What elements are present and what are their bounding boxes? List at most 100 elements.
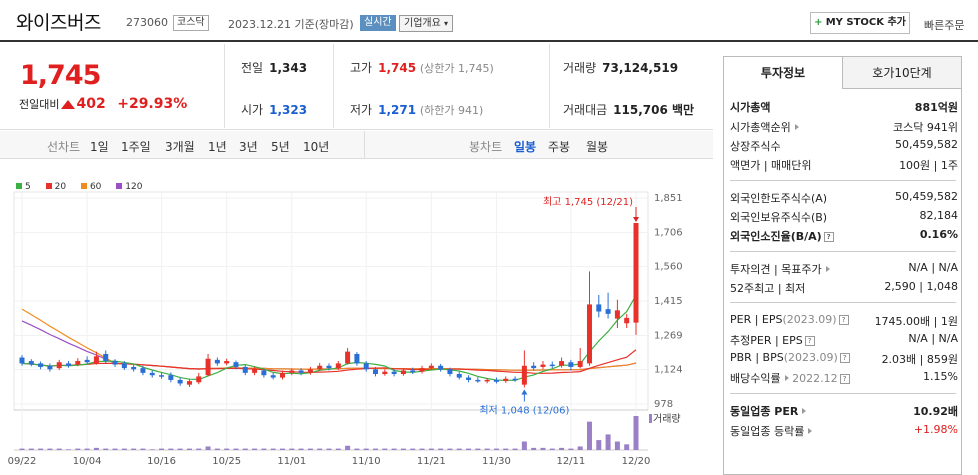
volume-bar bbox=[159, 448, 165, 450]
ma60-swatch bbox=[80, 183, 87, 189]
market-cap-rank-row[interactable]: 시가총액순위 코스닥 941위 bbox=[730, 121, 958, 134]
tab-daily[interactable]: 일봉 bbox=[514, 140, 537, 154]
volume-bar bbox=[559, 447, 565, 450]
candle-body bbox=[335, 363, 341, 369]
tab-hoga[interactable]: 호가10단계 bbox=[842, 57, 961, 89]
candle-body bbox=[410, 370, 416, 372]
candle-body bbox=[596, 304, 602, 312]
plus-icon: + bbox=[814, 17, 823, 28]
candle-body bbox=[447, 369, 453, 375]
candle-body bbox=[391, 371, 397, 375]
live-badge[interactable]: 실시간 bbox=[360, 15, 396, 31]
tab-weekly[interactable]: 주봉 bbox=[548, 140, 571, 154]
chevron-right-icon bbox=[784, 375, 789, 381]
candle-body bbox=[252, 369, 258, 373]
line-chart-title: 선차트 bbox=[47, 140, 81, 154]
candle-body bbox=[224, 361, 230, 364]
volume-bar bbox=[466, 448, 472, 450]
volume-bar bbox=[345, 445, 351, 450]
price-summary: 1,745 전일대비 402 +29.93% 전일 1,343 고가 1,745 (상… bbox=[0, 42, 713, 130]
day-low: 저가 1,271 (하한가 941) bbox=[350, 103, 484, 117]
volume-bar bbox=[205, 446, 211, 450]
trade-amount: 거래대금 115,706 백만 bbox=[563, 103, 695, 117]
help-icon[interactable]: ? bbox=[823, 232, 834, 242]
volume-bar bbox=[456, 448, 462, 450]
candle-body bbox=[512, 378, 518, 381]
tab-1w[interactable]: 1주일 bbox=[121, 140, 151, 154]
y-tick-label: 1,560 bbox=[654, 262, 683, 273]
tab-3m[interactable]: 3개월 bbox=[165, 140, 195, 154]
volume-bar bbox=[289, 448, 295, 450]
candle-body bbox=[112, 361, 118, 365]
tab-1y[interactable]: 1년 bbox=[208, 140, 227, 154]
help-icon[interactable]: ? bbox=[838, 315, 849, 325]
divider bbox=[730, 302, 956, 303]
candle-body bbox=[540, 364, 546, 367]
volume-bar bbox=[168, 448, 174, 450]
tab-3y[interactable]: 3년 bbox=[239, 140, 258, 154]
volume-bar bbox=[38, 448, 44, 450]
tab-5y[interactable]: 5년 bbox=[271, 140, 290, 154]
y-tick-label: 1,851 bbox=[654, 193, 683, 204]
foreign-ratio-row: 외국인소진율(B/A)? 0.16% bbox=[730, 228, 958, 243]
volume-bar bbox=[549, 448, 555, 450]
candle-body bbox=[298, 370, 304, 373]
candle-body bbox=[363, 363, 369, 370]
x-tick-label: 12/11 bbox=[556, 456, 585, 467]
candle-body bbox=[270, 375, 276, 378]
sector-per-row: 동일업종 PER 10.92배 bbox=[730, 405, 958, 418]
quick-order-link[interactable]: 빠른주문 bbox=[924, 19, 965, 32]
opinion-row: 투자의견 | 목표주가 N/A | N/A bbox=[730, 261, 958, 276]
candle-body bbox=[93, 356, 99, 364]
candle-body bbox=[205, 358, 211, 376]
volume-bar bbox=[224, 448, 230, 450]
ma20-swatch bbox=[45, 183, 52, 189]
candle-body bbox=[605, 309, 611, 314]
volume-bar bbox=[596, 440, 602, 450]
candle-body bbox=[131, 366, 137, 370]
volume-bar bbox=[121, 448, 127, 450]
volume-bar bbox=[28, 448, 34, 450]
volume-bar bbox=[438, 448, 444, 450]
volume-bar bbox=[93, 447, 99, 450]
volume-bar bbox=[131, 448, 137, 450]
volume-bar bbox=[84, 448, 90, 450]
help-icon[interactable]: ? bbox=[839, 353, 850, 363]
volume-bar bbox=[512, 448, 518, 450]
foreign-hold-row: 외국인보유주식수(B) 82,184 bbox=[730, 209, 958, 224]
x-tick-label: 10/04 bbox=[73, 456, 102, 467]
volume-bar bbox=[391, 448, 397, 450]
candle-body bbox=[28, 361, 34, 365]
candle-body bbox=[586, 304, 592, 364]
candle-body bbox=[400, 370, 406, 375]
help-icon[interactable]: ? bbox=[804, 336, 815, 346]
candle-body bbox=[196, 376, 202, 383]
candle-body bbox=[261, 370, 267, 376]
volume-bar bbox=[335, 448, 341, 450]
day-high: 고가 1,745 (상한가 1,745) bbox=[350, 61, 494, 75]
company-overview-dropdown[interactable]: 기업개요 ▾ bbox=[399, 15, 454, 32]
tab-monthly[interactable]: 월봉 bbox=[586, 140, 609, 154]
tab-1d[interactable]: 1일 bbox=[90, 140, 109, 154]
volume-bar bbox=[270, 448, 276, 450]
x-tick-label: 10/25 bbox=[212, 456, 241, 467]
my-stock-add-button[interactable]: + MY STOCK 추가 bbox=[810, 12, 910, 34]
candle-body bbox=[531, 365, 537, 369]
candle-body bbox=[354, 353, 360, 364]
help-icon[interactable]: ? bbox=[839, 374, 850, 384]
chart-tabs: 선차트 1일 1주일 3개월 1년 3년 5년 10년 봉차트 일봉 주봉 월봉 bbox=[0, 131, 713, 159]
candle-body bbox=[214, 359, 220, 364]
candle-body bbox=[317, 365, 323, 370]
change-label: 전일대비 bbox=[19, 98, 60, 111]
chevron-right-icon bbox=[808, 428, 813, 434]
volume-bar bbox=[47, 448, 53, 450]
tab-10y[interactable]: 10년 bbox=[303, 140, 330, 154]
candlestick-chart[interactable]: 1,851 1,706 1,560 1,415 1,269 1,124 978 09/22 10… bbox=[0, 160, 713, 475]
candle-body bbox=[475, 379, 481, 382]
foreign-limit-row: 외국인한도주식수(A) 50,459,582 bbox=[730, 190, 958, 205]
divider bbox=[224, 44, 225, 128]
change-pct: +29.93% bbox=[117, 96, 188, 112]
x-tick-label: 09/22 bbox=[8, 456, 37, 467]
tab-invest-info[interactable]: 투자정보 bbox=[724, 57, 842, 89]
par-row: 액면가 | 매매단위 100원 | 1주 bbox=[730, 159, 958, 172]
